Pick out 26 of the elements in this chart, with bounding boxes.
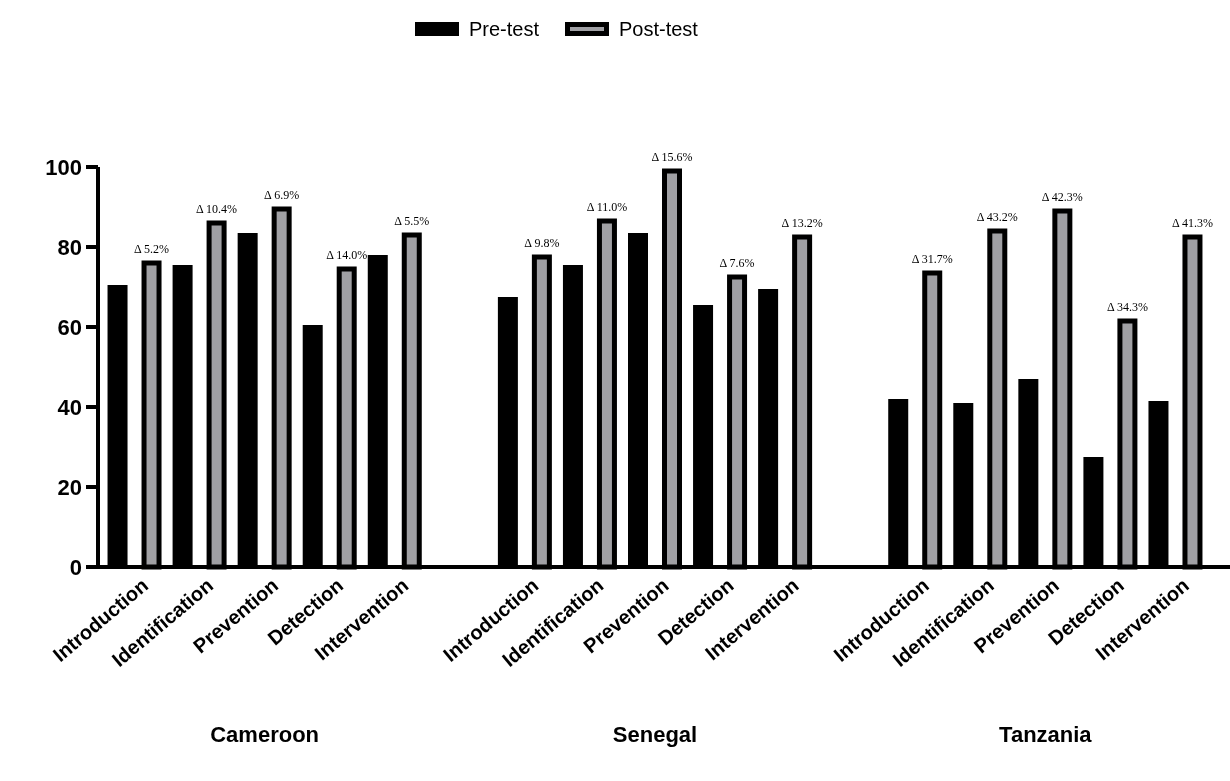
text: Tanzania xyxy=(999,722,1093,747)
data-label: Δ 41.3% xyxy=(1171,216,1213,230)
y-tick-label: 80 xyxy=(57,234,82,260)
y-tick-label: 100 xyxy=(45,154,82,180)
data-label: Δ 5.2% xyxy=(134,242,170,256)
y-tick-label: 40 xyxy=(57,394,82,420)
y-tick-label: 60 xyxy=(57,314,82,340)
data-label: Δ 9.8% xyxy=(524,236,560,250)
y-tick-label: 20 xyxy=(57,474,82,500)
data-label: Δ 15.6% xyxy=(651,150,693,164)
data-label: Δ 10.4% xyxy=(196,202,238,216)
data-label: Δ 11.0% xyxy=(586,200,628,214)
data-label: Δ 7.6% xyxy=(719,256,755,270)
data-label: Δ 5.5% xyxy=(394,214,430,228)
text: Cameroon xyxy=(210,722,320,747)
data-label: Δ 14.0% xyxy=(326,248,368,262)
text: Senegal xyxy=(612,722,698,747)
data-label: Δ 6.9% xyxy=(264,188,300,202)
y-tick-label: 0 xyxy=(69,554,82,580)
data-label: Δ 43.2% xyxy=(976,210,1018,224)
data-label: Δ 13.2% xyxy=(781,216,823,230)
legend-label: Post-test xyxy=(619,18,699,40)
data-label: Δ 31.7% xyxy=(911,252,953,266)
legend-label: Pre-test xyxy=(469,18,540,40)
data-label: Δ 34.3% xyxy=(1106,300,1148,314)
data-label: Δ 42.3% xyxy=(1041,190,1083,204)
